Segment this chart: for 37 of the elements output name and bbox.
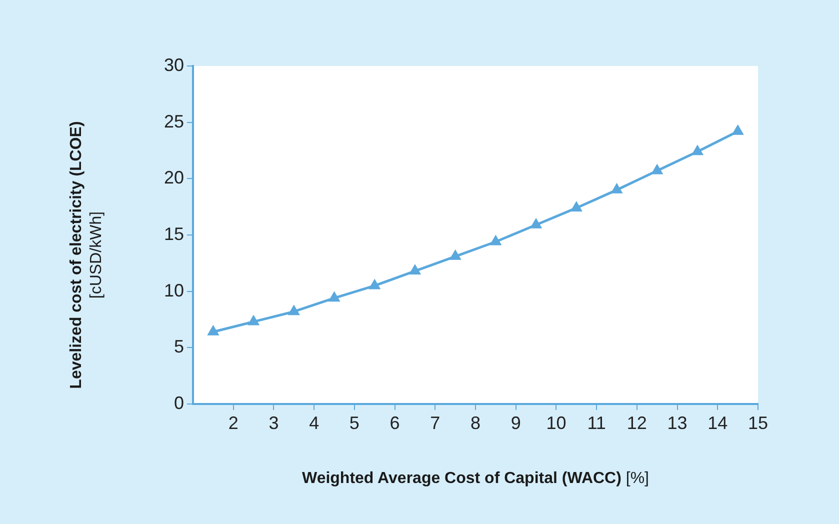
point xyxy=(449,249,462,260)
x-tick-label: 7 xyxy=(430,412,440,433)
x-tick-label: 4 xyxy=(309,412,320,433)
point xyxy=(288,304,300,316)
point xyxy=(691,144,704,156)
x-tick-label: 13 xyxy=(667,412,688,433)
x-tick-label: 6 xyxy=(390,412,400,433)
point xyxy=(328,291,340,302)
point xyxy=(490,234,502,246)
point xyxy=(610,182,623,194)
point xyxy=(368,278,381,290)
y-tick-label: 15 xyxy=(164,224,184,244)
x-tick-label: 8 xyxy=(470,412,481,433)
x-axis-title: Weighted Average Cost of Capital (WACC) [%] xyxy=(301,470,650,488)
x-tick-label: 9 xyxy=(510,412,521,433)
point xyxy=(207,324,220,336)
y-tick-label: 20 xyxy=(164,168,184,188)
x-tick-label: 2 xyxy=(228,412,238,433)
x-tick-label: 11 xyxy=(587,412,606,433)
y-tick-label: 10 xyxy=(164,280,184,300)
y-tick-label: 0 xyxy=(174,392,184,413)
x-tick-label: 15 xyxy=(748,412,768,433)
x-tick-label: 3 xyxy=(268,412,279,433)
point xyxy=(530,218,542,228)
y-tick-label: 5 xyxy=(174,336,184,357)
y-tick-label: 30 xyxy=(164,54,184,75)
point xyxy=(651,164,664,174)
point xyxy=(247,314,260,326)
x-tick-label: 5 xyxy=(349,412,360,433)
point xyxy=(408,264,422,275)
x-tick-label: 12 xyxy=(626,412,647,433)
x-tick-label: 10 xyxy=(546,412,566,433)
x-tick-label: 14 xyxy=(708,412,728,433)
point xyxy=(570,200,582,212)
point xyxy=(732,124,744,135)
y-tick-label: 25 xyxy=(164,111,184,132)
y-axis-title: Levelized cost of electricity (LCOE) [cUSD/kWh] xyxy=(67,120,106,391)
